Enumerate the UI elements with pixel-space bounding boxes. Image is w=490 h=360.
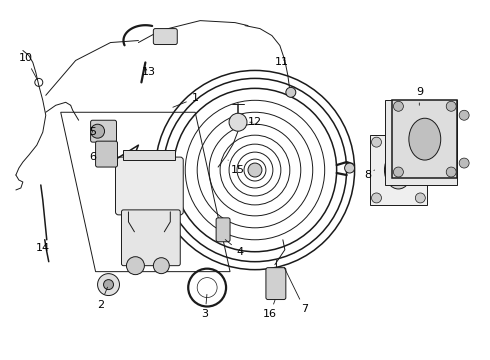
Bar: [392, 100, 457, 178]
Circle shape: [416, 137, 425, 147]
FancyBboxPatch shape: [216, 218, 230, 242]
Text: 2: 2: [97, 287, 107, 310]
Text: 13: 13: [142, 67, 155, 77]
Text: 6: 6: [89, 152, 96, 162]
Text: 14: 14: [36, 240, 50, 253]
Text: 9: 9: [416, 87, 423, 105]
Circle shape: [126, 257, 145, 275]
Text: 7: 7: [284, 267, 308, 315]
Circle shape: [416, 193, 425, 203]
Text: 10: 10: [19, 54, 37, 80]
Circle shape: [91, 124, 104, 138]
FancyBboxPatch shape: [122, 210, 180, 266]
Circle shape: [446, 167, 456, 177]
Text: 15: 15: [228, 160, 245, 175]
FancyBboxPatch shape: [91, 120, 117, 142]
Circle shape: [98, 274, 120, 296]
Text: 4: 4: [225, 239, 244, 257]
Circle shape: [153, 258, 169, 274]
Circle shape: [459, 110, 469, 120]
FancyBboxPatch shape: [96, 141, 118, 167]
Circle shape: [393, 101, 403, 111]
Text: 1: 1: [173, 93, 198, 107]
Text: 3: 3: [202, 294, 209, 319]
Circle shape: [229, 113, 247, 131]
Text: 12: 12: [248, 117, 262, 127]
Circle shape: [393, 167, 403, 177]
FancyBboxPatch shape: [153, 28, 177, 45]
Ellipse shape: [385, 151, 413, 189]
Circle shape: [371, 193, 382, 203]
Text: 11: 11: [275, 58, 289, 67]
Text: 5: 5: [89, 127, 96, 137]
Polygon shape: [123, 150, 175, 160]
Circle shape: [286, 87, 296, 97]
Bar: [369, 135, 427, 205]
Ellipse shape: [409, 118, 441, 160]
Text: 16: 16: [263, 300, 277, 319]
Circle shape: [248, 163, 262, 177]
FancyBboxPatch shape: [116, 157, 183, 215]
Circle shape: [371, 137, 382, 147]
Circle shape: [446, 101, 456, 111]
FancyBboxPatch shape: [266, 268, 286, 300]
Circle shape: [459, 158, 469, 168]
Text: 8: 8: [364, 170, 374, 180]
Bar: [386, 100, 457, 185]
Circle shape: [344, 163, 355, 173]
Circle shape: [103, 280, 114, 289]
